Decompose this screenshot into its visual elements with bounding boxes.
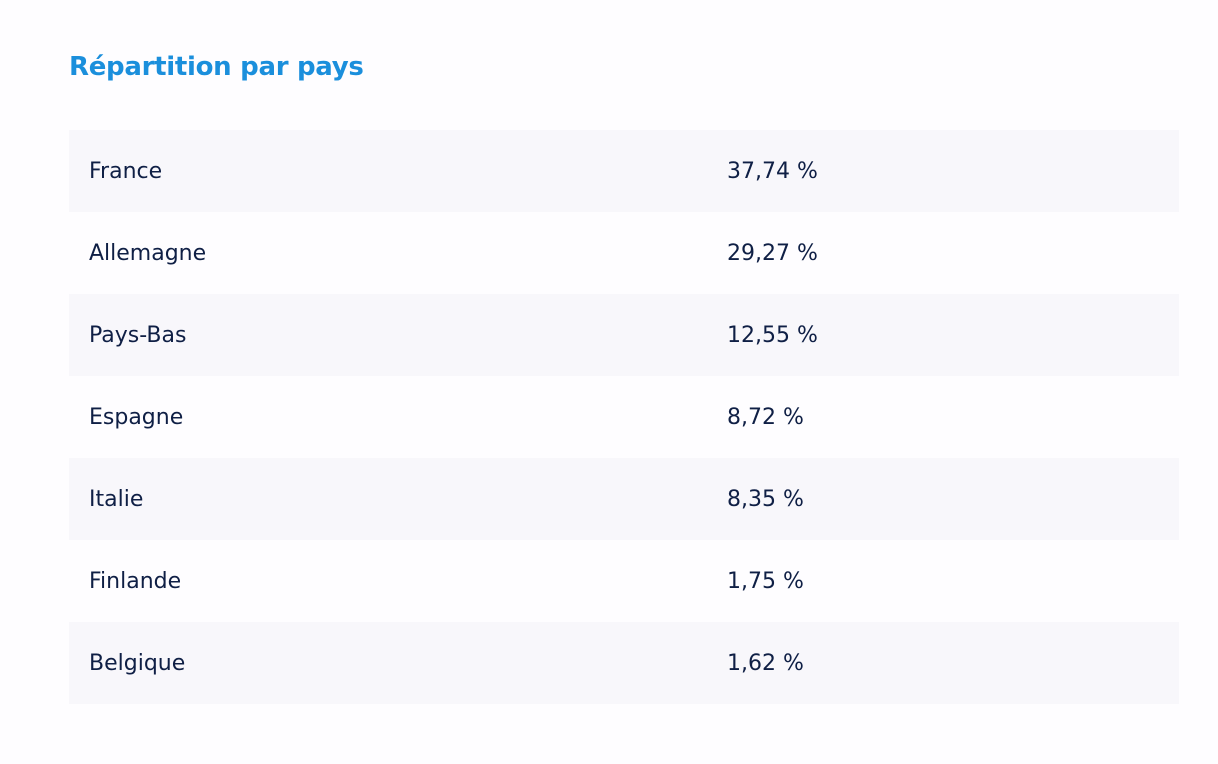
country-cell: Pays-Bas xyxy=(89,322,187,348)
percentage-cell: 8,35 % xyxy=(727,486,804,512)
country-cell: Finlande xyxy=(89,568,182,594)
country-cell: France xyxy=(89,158,163,184)
table-row: Finlande 1,75 % xyxy=(69,540,1179,622)
percentage-cell: 1,75 % xyxy=(727,568,804,594)
country-cell: Italie xyxy=(89,486,144,512)
percentage-cell: 12,55 % xyxy=(727,322,818,348)
country-cell: Belgique xyxy=(89,650,186,676)
country-breakdown-table: France 37,74 % Allemagne 29,27 % Pays-Ba… xyxy=(69,130,1179,704)
percentage-cell: 8,72 % xyxy=(727,404,804,430)
table-row: Italie 8,35 % xyxy=(69,458,1179,540)
percentage-cell: 37,74 % xyxy=(727,158,818,184)
country-cell: Allemagne xyxy=(89,240,207,266)
percentage-cell: 29,27 % xyxy=(727,240,818,266)
country-cell: Espagne xyxy=(89,404,184,430)
table-row: Espagne 8,72 % xyxy=(69,376,1179,458)
table-row: Belgique 1,62 % xyxy=(69,622,1179,704)
section-title: Répartition par pays xyxy=(69,52,364,82)
percentage-cell: 1,62 % xyxy=(727,650,804,676)
table-row: France 37,74 % xyxy=(69,130,1179,212)
table-row: Pays-Bas 12,55 % xyxy=(69,294,1179,376)
table-row: Allemagne 29,27 % xyxy=(69,212,1179,294)
